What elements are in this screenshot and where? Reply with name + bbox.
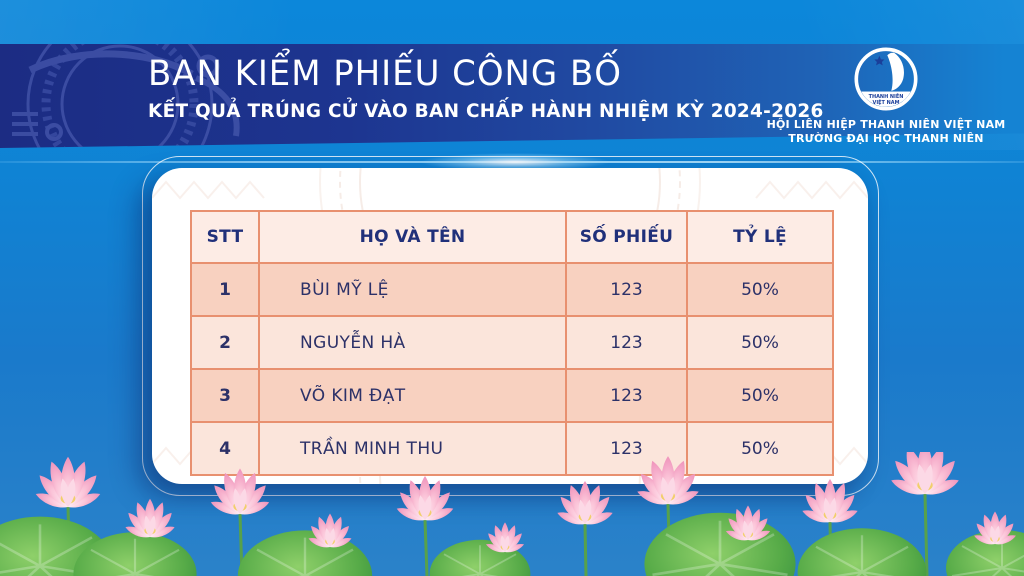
org-logo-block: THANH NIÊN VIỆT NAM HỘI LIÊN HIỆP THANH … xyxy=(762,46,1010,146)
votes-cell: 123 xyxy=(565,262,688,317)
table-row: 4 TRẦN MINH THU 123 50% xyxy=(190,421,834,476)
stt-cell: 2 xyxy=(190,315,260,370)
star-icon xyxy=(874,55,885,66)
header-titles: BAN KIỂM PHIẾU CÔNG BỐ KẾT QUẢ TRÚNG CỬ … xyxy=(148,52,824,124)
emblem-text-line2: VIỆT NAM xyxy=(873,98,900,106)
stt-cell: 1 xyxy=(190,262,260,317)
dongson-drum-pattern-icon xyxy=(12,44,240,148)
results-table: STT HỌ VÀ TÊN SỐ PHIẾU TỶ LỆ 1 BÙI MỸ LỆ… xyxy=(190,210,834,476)
light-streak-flare xyxy=(420,153,610,171)
table-header-row: STT HỌ VÀ TÊN SỐ PHIẾU TỶ LỆ xyxy=(190,210,834,264)
name-cell: VÕ KIM ĐẠT xyxy=(258,368,567,423)
name-cell: BÙI MỸ LỆ xyxy=(258,262,567,317)
youth-union-logo-icon: THANH NIÊN VIỆT NAM xyxy=(854,47,918,111)
column-header-name: HỌ VÀ TÊN xyxy=(258,210,567,264)
votes-cell: 123 xyxy=(565,315,688,370)
ratio-cell: 50% xyxy=(686,368,834,423)
stt-cell: 3 xyxy=(190,368,260,423)
org-name-line2: TRƯỜNG ĐẠI HỌC THANH NIÊN xyxy=(788,132,984,145)
lotus-leaves xyxy=(0,511,1024,576)
org-name-line1: HỘI LIÊN HIỆP THANH NIÊN VIỆT NAM xyxy=(766,118,1006,131)
table-row: 2 NGUYỄN HÀ 123 50% xyxy=(190,315,834,370)
column-header-votes: SỐ PHIẾU xyxy=(565,210,688,264)
name-cell: NGUYỄN HÀ xyxy=(258,315,567,370)
lotus-flowers-decoration xyxy=(0,452,1024,576)
background-diagonal-left xyxy=(0,0,420,46)
header-banner: BAN KIỂM PHIẾU CÔNG BỐ KẾT QUẢ TRÚNG CỬ … xyxy=(0,44,1024,148)
slide-title: BAN KIỂM PHIẾU CÔNG BỐ xyxy=(148,54,622,94)
slide-subtitle: KẾT QUẢ TRÚNG CỬ VÀO BAN CHẤP HÀNH NHIỆM… xyxy=(148,100,824,122)
votes-cell: 123 xyxy=(565,368,688,423)
emblem-text-line1: THANH NIÊN xyxy=(869,92,904,100)
stt-cell: 4 xyxy=(190,421,260,476)
column-header-stt: STT xyxy=(190,210,260,264)
ratio-cell: 50% xyxy=(686,262,834,317)
table-row: 1 BÙI MỸ LỆ 123 50% xyxy=(190,262,834,317)
column-header-ratio: TỶ LỆ xyxy=(686,210,834,264)
results-card: STT HỌ VÀ TÊN SỐ PHIẾU TỶ LỆ 1 BÙI MỸ LỆ… xyxy=(152,168,868,484)
ratio-cell: 50% xyxy=(686,421,834,476)
name-cell: TRẦN MINH THU xyxy=(258,421,567,476)
votes-cell: 123 xyxy=(565,421,688,476)
card-outline xyxy=(142,156,879,496)
ratio-cell: 50% xyxy=(686,315,834,370)
table-row: 3 VÕ KIM ĐẠT 123 50% xyxy=(190,368,834,423)
